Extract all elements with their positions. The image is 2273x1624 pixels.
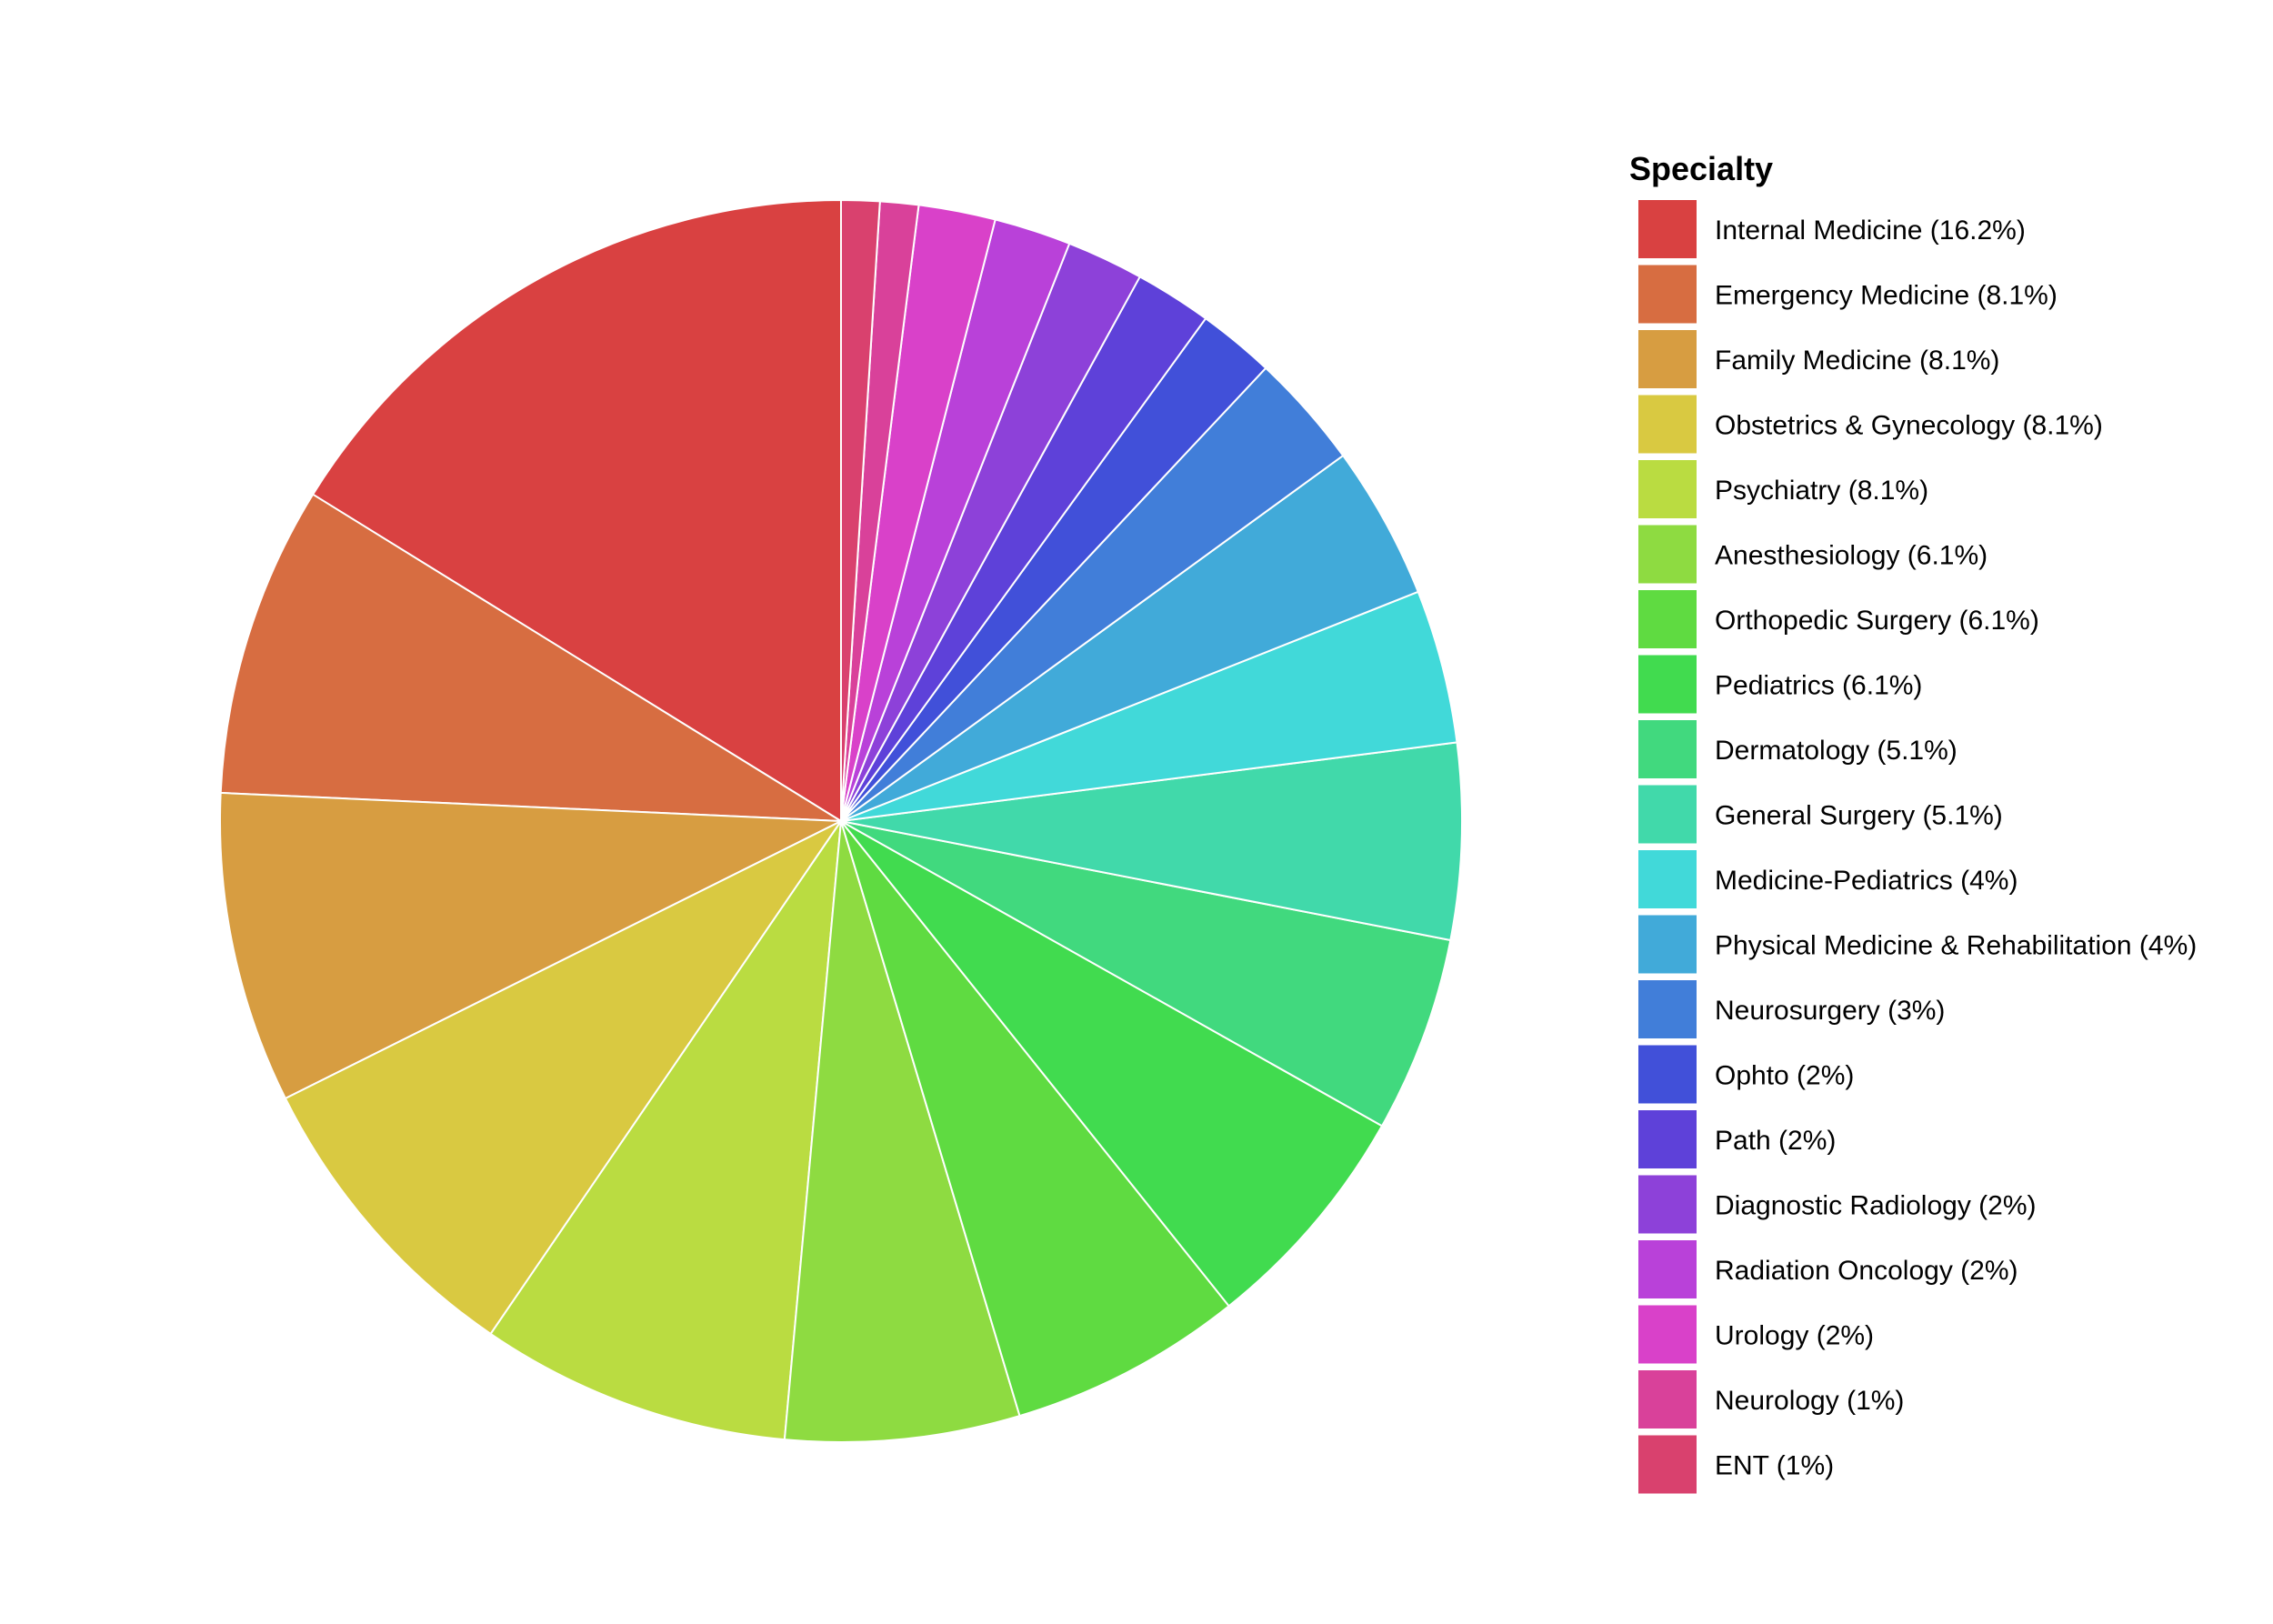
legend-swatch [1638, 1045, 1697, 1104]
legend-swatch [1638, 395, 1697, 454]
legend-swatch [1638, 330, 1697, 388]
legend-label: Radiation Oncology (2%) [1715, 1256, 2018, 1286]
legend-item-urology: Urology (2%) [1638, 1305, 1874, 1364]
pie-slice-emergency-medicine [219, 493, 845, 823]
legend-item-general-surgery: General Surgery (5.1%) [1638, 785, 2003, 844]
pie-slice-family-medicine [219, 791, 845, 1100]
legend-swatch [1638, 1110, 1697, 1168]
legend-item-dermatology: Dermatology (5.1%) [1638, 720, 1958, 778]
legend-label: Orthopedic Surgery (6.1%) [1715, 606, 2039, 636]
legend-swatch [1638, 1370, 1697, 1429]
pie-slice-general-surgery [840, 741, 1463, 942]
legend-item-physical-medicine-and-rehabilitation: Physical Medicine & Rehabilitation (4%) [1638, 915, 2197, 974]
legend-swatch [1638, 980, 1697, 1038]
legend: Specialty Internal Medicine (16.2%) Emerg… [1629, 150, 2197, 1494]
legend-item-internal-medicine: Internal Medicine (16.2%) [1638, 200, 2026, 258]
legend-swatch [1638, 525, 1697, 584]
legend-swatch [1638, 1175, 1697, 1234]
legend-label: Family Medicine (8.1%) [1715, 346, 1999, 376]
legend-label: Obstetrics & Gynecology (8.1%) [1715, 411, 2103, 441]
legend-label: Ophto (2%) [1715, 1061, 1854, 1091]
legend-item-obstetrics-and-gynecology: Obstetrics & Gynecology (8.1%) [1638, 395, 2103, 454]
legend-swatch [1638, 655, 1697, 714]
legend-label: Neurology (1%) [1715, 1386, 1904, 1416]
legend-label: Physical Medicine & Rehabilitation (4%) [1715, 931, 2197, 961]
legend-label: General Surgery (5.1%) [1715, 801, 2003, 831]
legend-item-radiation-oncology: Radiation Oncology (2%) [1638, 1240, 2018, 1298]
legend-item-neurosurgery: Neurosurgery (3%) [1638, 980, 1945, 1038]
legend-label: Dermatology (5.1%) [1715, 736, 1958, 766]
pie-slice-obstetrics-and-gynecology [284, 818, 844, 1336]
legend-swatch [1638, 265, 1697, 324]
legend-swatch [1638, 590, 1697, 648]
legend-label: Neurosurgery (3%) [1715, 996, 1945, 1026]
legend-swatch [1638, 850, 1697, 908]
pie-slice-anesthesiology [783, 820, 1021, 1443]
legend-item-ophto: Ophto (2%) [1638, 1045, 1854, 1104]
legend-swatch [1638, 1240, 1697, 1298]
legend-item-orthopedic-surgery: Orthopedic Surgery (6.1%) [1638, 590, 2039, 648]
legend-label: Diagnostic Radiology (2%) [1715, 1191, 2037, 1221]
legend-swatch [1638, 785, 1697, 844]
pie-slice-orthopedic-surgery [840, 820, 1231, 1418]
legend-label: Path (2%) [1715, 1126, 1836, 1156]
legend-swatch [1638, 1305, 1697, 1364]
pie-slice-internal-medicine [311, 198, 842, 823]
legend-item-emergency-medicine: Emergency Medicine (8.1%) [1638, 265, 2058, 324]
legend-swatch [1638, 915, 1697, 974]
pie-slice-dermatology [840, 820, 1452, 1128]
legend-swatch [1638, 720, 1697, 778]
legend-swatch [1638, 200, 1697, 258]
legend-item-pediatrics: Pediatrics (6.1%) [1638, 655, 1922, 714]
legend-label: Psychiatry (8.1%) [1715, 476, 1928, 506]
legend-item-ent: ENT (1%) [1638, 1435, 1834, 1494]
legend-label: Internal Medicine (16.2%) [1715, 216, 2026, 246]
legend-item-neurology: Neurology (1%) [1638, 1370, 1904, 1429]
legend-item-diagnostic-radiology: Diagnostic Radiology (2%) [1638, 1175, 2037, 1234]
legend-title: Specialty [1629, 150, 1773, 187]
legend-label: Medicine-Pediatrics (4%) [1715, 866, 2018, 896]
legend-item-psychiatry: Psychiatry (8.1%) [1638, 460, 1928, 518]
legend-label: ENT (1%) [1715, 1451, 1834, 1481]
pie-slice-pediatrics [840, 820, 1384, 1308]
legend-item-medicine-pediatrics: Medicine-Pediatrics (4%) [1638, 850, 2018, 908]
pie-slices [219, 198, 1463, 1443]
legend-swatch [1638, 1435, 1697, 1494]
legend-label: Anesthesiology (6.1%) [1715, 541, 1988, 571]
legend-items: Internal Medicine (16.2%) Emergency Medic… [1638, 200, 2197, 1494]
legend-label: Emergency Medicine (8.1%) [1715, 281, 2058, 311]
legend-label: Urology (2%) [1715, 1321, 1874, 1351]
legend-item-path: Path (2%) [1638, 1110, 1836, 1168]
legend-swatch [1638, 460, 1697, 518]
pie-slice-psychiatry [489, 817, 843, 1441]
legend-label: Pediatrics (6.1%) [1715, 671, 1922, 701]
pie-slice-ent [840, 198, 881, 822]
legend-item-anesthesiology: Anesthesiology (6.1%) [1638, 525, 1988, 584]
legend-item-family-medicine: Family Medicine (8.1%) [1638, 330, 1999, 388]
